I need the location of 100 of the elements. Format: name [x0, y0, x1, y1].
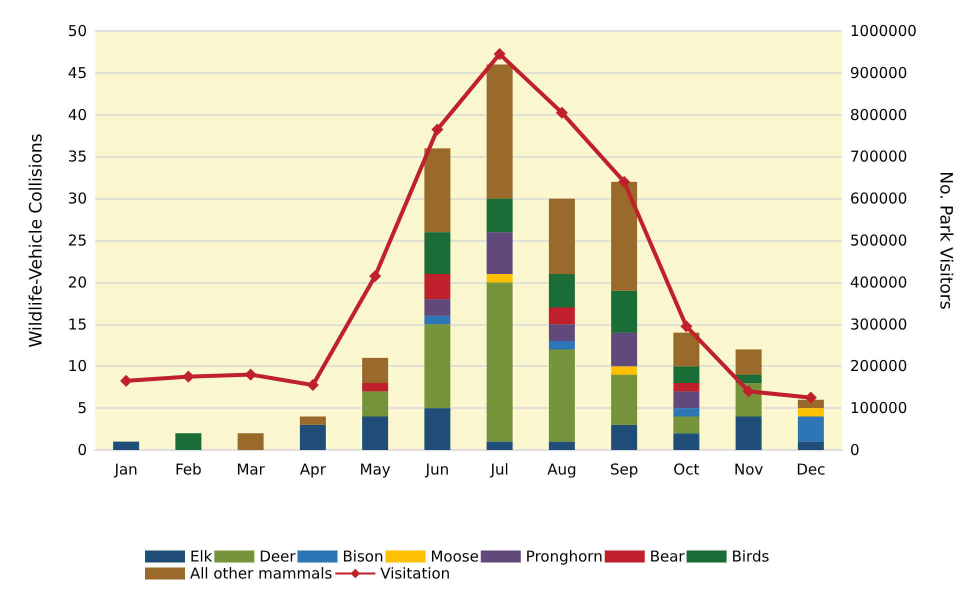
y2-tick-label: 400000	[850, 273, 908, 292]
bar	[486, 282, 513, 442]
y2-tick-label: 800000	[850, 106, 908, 124]
bar	[424, 316, 450, 324]
legend-label: Pronghorn	[526, 548, 603, 566]
bar	[424, 324, 450, 408]
bar	[424, 232, 450, 274]
x-tick-label: Feb	[175, 460, 202, 478]
bar	[424, 299, 450, 316]
y2-tick-label: 900000	[850, 64, 908, 82]
bar	[548, 349, 575, 442]
y-axis-title: Wildlife-Vehicle Collisions	[26, 133, 46, 348]
bar	[362, 382, 388, 392]
y-tick-label: 20	[68, 273, 87, 292]
bar	[611, 182, 638, 291]
x-tick-label: Jan	[114, 460, 138, 478]
point	[556, 106, 568, 119]
bar	[362, 391, 388, 416]
point	[742, 385, 755, 398]
y2-tick-label: 700000	[850, 148, 908, 166]
bar	[548, 324, 575, 342]
bar	[238, 433, 264, 450]
bar	[673, 416, 700, 434]
legend-label: Elk	[190, 548, 213, 566]
x-tick-label: Sep	[610, 460, 638, 478]
bar	[362, 358, 388, 383]
x-tick-label: Aug	[547, 460, 577, 478]
point	[680, 320, 692, 332]
bar	[486, 442, 513, 450]
point	[804, 392, 817, 404]
x-tick-label: Apr	[300, 460, 327, 478]
y-tick-label: 35	[68, 148, 87, 166]
y2-tick-label: 500000	[850, 232, 908, 250]
y2-tick-label: 200000	[850, 357, 908, 376]
bar	[548, 198, 575, 274]
y-tick-label: 25	[68, 232, 87, 250]
legend-label: Bison	[342, 548, 384, 566]
bar	[362, 416, 388, 450]
bar	[424, 408, 450, 450]
point	[618, 176, 630, 188]
y2-axis-title: No. Park Visitors	[936, 171, 956, 310]
bar	[736, 416, 762, 450]
y-tick-label: 50	[68, 22, 87, 40]
x-tick-label: May	[360, 460, 391, 478]
bar	[486, 274, 513, 282]
x-tick-label: Dec	[796, 460, 826, 478]
bar	[673, 408, 700, 416]
bar	[424, 274, 450, 300]
point	[306, 379, 319, 392]
y2-tick-label: 100000	[850, 399, 908, 418]
x-tick-label: Jun	[424, 460, 450, 478]
bar	[424, 148, 450, 232]
bar	[548, 442, 575, 450]
y2-tick-label: 1000000	[850, 22, 917, 40]
bar	[673, 433, 700, 450]
y-tick-label: 45	[68, 64, 87, 82]
x-tick-label: Nov	[734, 460, 764, 478]
bar	[673, 366, 700, 383]
x-tick-label: Oct	[673, 460, 700, 478]
point	[369, 270, 382, 282]
bar	[548, 274, 575, 308]
x-tick-label: Mar	[236, 460, 266, 478]
bar	[486, 232, 513, 274]
y-tick-label: 40	[68, 106, 87, 124]
point	[494, 48, 506, 60]
legend-label: Moose	[430, 548, 479, 566]
x-tick-label: Jul	[490, 460, 509, 478]
legend-label: Bear	[650, 548, 686, 566]
bar	[611, 366, 638, 375]
bar	[798, 408, 824, 416]
bar	[611, 424, 638, 450]
y2-tick-label: 600000	[850, 190, 908, 208]
bar	[798, 442, 824, 450]
legend-label: Deer	[259, 548, 296, 566]
legend-label: Birds	[732, 548, 770, 566]
bar	[175, 433, 202, 450]
y-tick-label: 15	[68, 315, 87, 334]
bar	[798, 400, 824, 408]
bar	[736, 349, 762, 375]
bar	[486, 198, 513, 232]
bar	[300, 416, 326, 425]
point	[431, 123, 444, 136]
legend-label: All other mammals	[190, 564, 332, 582]
legend-label: Visitation	[380, 564, 450, 582]
y-tick-label: 10	[68, 357, 87, 376]
bar	[673, 382, 700, 392]
bar	[611, 332, 638, 366]
bar	[798, 416, 824, 442]
y2-tick-label: 0	[850, 441, 860, 459]
y-tick-label: 30	[68, 190, 87, 208]
point	[244, 368, 257, 381]
bar	[673, 391, 700, 408]
bar	[673, 332, 700, 366]
bar	[548, 341, 575, 350]
bar	[611, 290, 638, 333]
y2-tick-label: 300000	[850, 315, 908, 334]
bar	[300, 424, 326, 450]
bar	[486, 64, 513, 199]
bar	[113, 442, 140, 450]
y-tick-label: 5	[77, 399, 87, 418]
